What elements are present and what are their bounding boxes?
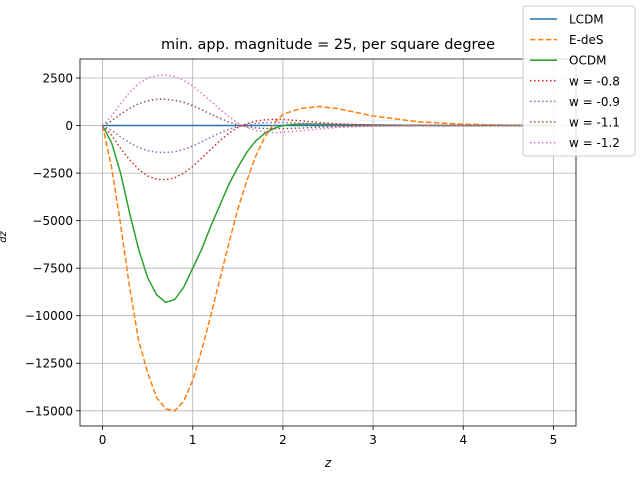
y-tick-label: −2500 (32, 167, 73, 181)
legend-label: w = -0.9 (569, 95, 620, 109)
x-tick-label: 5 (550, 433, 558, 447)
y-tick-label: −5000 (32, 214, 73, 228)
y-axis-ticks: 2500 0 −2500 −5000 −7500 −10000 −12500 −15000 (25, 72, 80, 418)
series-line-w-0-8 (102, 118, 554, 181)
x-tick-label: 0 (99, 433, 107, 447)
x-tick-label: 4 (459, 433, 467, 447)
y-tick-label: 2500 (42, 72, 73, 86)
series-line-e-des (101, 105, 554, 412)
plot-frame (79, 58, 577, 427)
y-tick-label: −10000 (25, 309, 73, 323)
legend-label: OCDM (569, 54, 606, 68)
y-tick-label: 0 (65, 119, 73, 133)
x-tick-label: 1 (189, 433, 197, 447)
legend: LCDM E-deS OCDM w = -0.8 w = -0.9 w = -1.1 w =… (522, 5, 636, 157)
legend-label: LCDM (569, 13, 604, 27)
legend-frame (522, 5, 636, 157)
y-tick-label: −15000 (25, 404, 73, 418)
legend-label: w = -0.8 (569, 74, 620, 88)
x-axis-label: z (324, 456, 332, 470)
legend-label: E-deS (569, 33, 604, 47)
x-axis-ticks: 0 1 2 3 4 5 (99, 426, 558, 447)
x-tick-label: 3 (369, 433, 377, 447)
y-tick-label: −7500 (32, 262, 73, 276)
series-layer (101, 74, 554, 412)
legend-label: w = -1.1 (569, 116, 620, 130)
x-tick-label: 2 (279, 433, 287, 447)
series-line-w-1-2 (102, 74, 554, 134)
y-axis-label: dz (0, 230, 9, 242)
legend-label: w = -1.2 (569, 136, 620, 150)
y-tick-label: −12500 (25, 357, 73, 371)
chart-title: min. app. magnitude = 25, per square deg… (161, 37, 495, 53)
